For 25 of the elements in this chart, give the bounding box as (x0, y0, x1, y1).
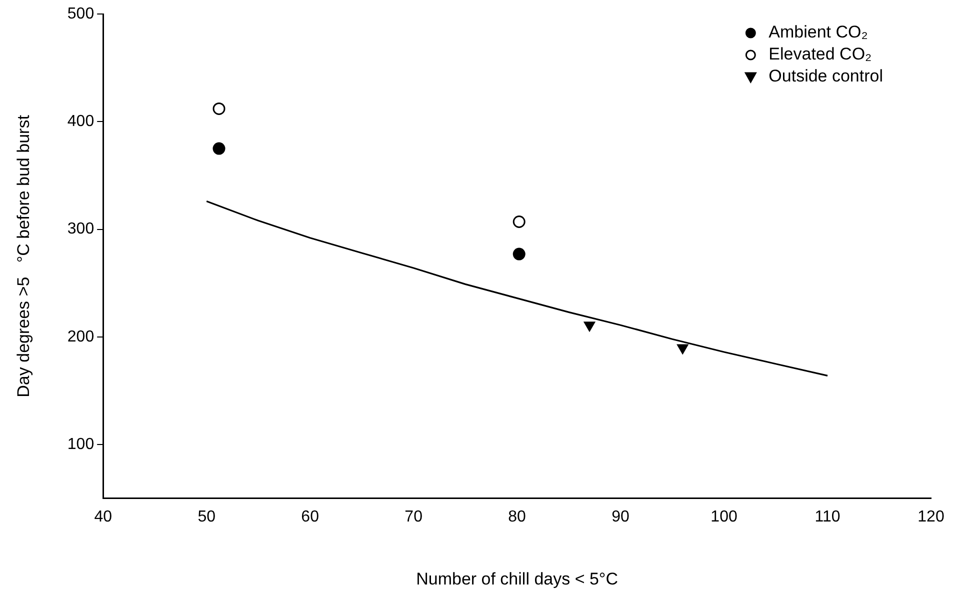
y-tick-label: 200 (67, 328, 94, 346)
x-axis-title: Number of chill days < 5°C (416, 569, 618, 588)
y-tick-label: 300 (67, 220, 94, 238)
point (512, 248, 526, 260)
legend-label: Ambient CO₂ (768, 22, 868, 42)
point (512, 216, 526, 228)
point (212, 142, 226, 155)
point (212, 102, 226, 115)
legend-label: Outside control (768, 66, 884, 86)
point (677, 344, 688, 354)
legend-label: Elevated CO₂ (768, 44, 872, 64)
x-tick-label: 80 (508, 508, 526, 526)
x-tick-label: 110 (814, 508, 840, 526)
x-tick-label: 100 (710, 508, 738, 526)
y-tick-label: 500 (67, 5, 94, 22)
y-tick-label: 400 (67, 113, 94, 130)
point (584, 322, 596, 332)
y-axis-title: Day degrees >5 °C before bud burst (14, 114, 33, 398)
x-tick-label: 50 (198, 508, 216, 526)
x-tick-label: 90 (612, 508, 630, 526)
x-tick-label: 60 (301, 508, 320, 526)
x-tick-label: 40 (94, 508, 112, 526)
x-tick-label: 120 (918, 508, 944, 526)
x-tick-label: 70 (404, 508, 423, 526)
y-tick-label: 100 (67, 436, 94, 453)
